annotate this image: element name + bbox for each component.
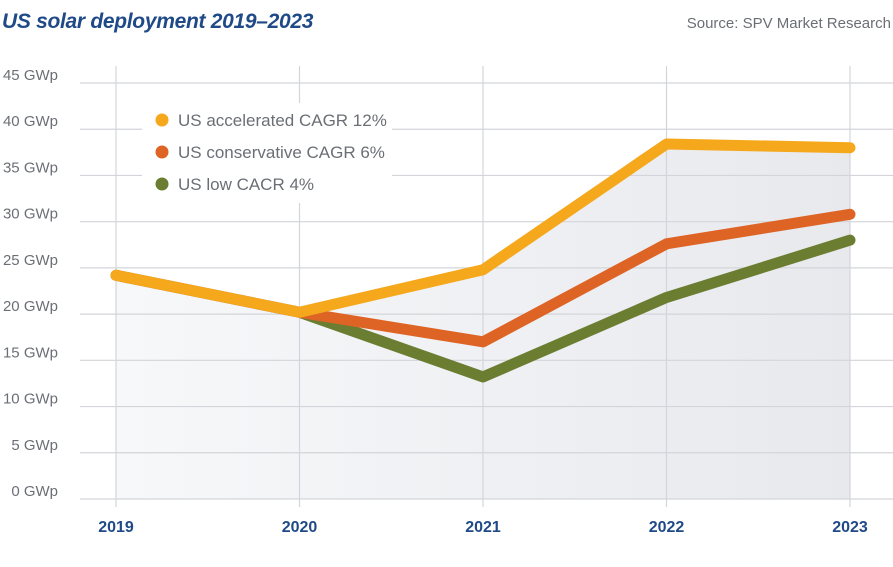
y-tick-label: 0 GWp — [11, 483, 58, 500]
legend-marker — [155, 177, 169, 191]
legend-marker — [155, 145, 169, 159]
y-tick-label: 10 GWp — [3, 391, 58, 408]
y-tick-label: 25 GWp — [3, 252, 58, 269]
x-tick-label: 2020 — [282, 519, 318, 536]
legend-label: US low CACR 4% — [178, 175, 314, 194]
y-tick-label: 5 GWp — [11, 437, 58, 454]
y-tick-label: 40 GWp — [3, 113, 58, 130]
legend-marker — [155, 113, 169, 127]
y-tick-label: 45 GWp — [3, 67, 58, 84]
legend-label: US conservative CAGR 6% — [178, 143, 385, 162]
y-tick-label: 15 GWp — [3, 344, 58, 361]
series-line — [110, 138, 856, 318]
source-note: Source: SPV Market Research — [686, 15, 891, 32]
x-tick-label: 2023 — [832, 519, 868, 536]
x-tick-label: 2022 — [649, 519, 685, 536]
chart-title: US solar deployment 2019–2023 — [2, 10, 314, 33]
x-tick-label: 2019 — [98, 519, 134, 536]
y-tick-label: 30 GWp — [3, 206, 58, 223]
x-tick-label: 2021 — [465, 519, 501, 536]
legend-label: US accelerated CAGR 12% — [178, 111, 387, 130]
y-tick-label: 20 GWp — [3, 298, 58, 315]
y-tick-label: 35 GWp — [3, 159, 58, 176]
legend-box — [142, 103, 392, 203]
